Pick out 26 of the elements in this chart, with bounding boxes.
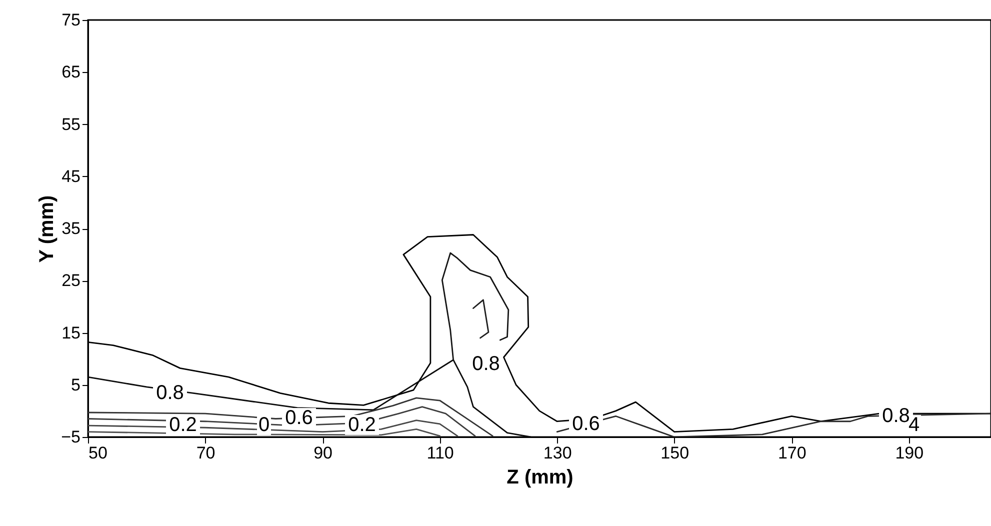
annotation: 0.6	[285, 407, 313, 429]
y-tick-label: 75	[62, 10, 80, 30]
y-tick-label: 15	[62, 323, 80, 342]
x-tick-label: 170	[778, 444, 806, 462]
y-axis-title: Y (mm)	[36, 195, 58, 263]
y-tick-label: −5	[61, 428, 80, 446]
x-tick-label: 150	[660, 444, 690, 462]
annotation: 0.8	[156, 382, 184, 404]
annotation: 0.8	[472, 353, 500, 375]
annotation: 0.2	[169, 414, 197, 436]
annotation: 0	[258, 414, 270, 436]
y-tick-label: 35	[62, 219, 80, 238]
y-tick-label: 25	[62, 271, 80, 290]
annotation: 0.8	[882, 405, 910, 427]
y-tick-label: 55	[62, 114, 80, 134]
x-tick-label: 130	[543, 444, 572, 462]
y-tick-label: 5	[71, 375, 80, 394]
x-axis-title: Z (mm)	[506, 466, 574, 488]
x-tick-label: 110	[426, 444, 454, 462]
y-tick-label: 45	[62, 166, 80, 186]
y-tick-label: 65	[62, 62, 80, 82]
x-tick-label: 70	[196, 444, 216, 462]
x-tick-label: 50	[88, 444, 108, 462]
annotation: 4	[908, 414, 920, 436]
x-tick-label: 190	[895, 444, 924, 462]
x-tick-label: 90	[314, 444, 333, 462]
